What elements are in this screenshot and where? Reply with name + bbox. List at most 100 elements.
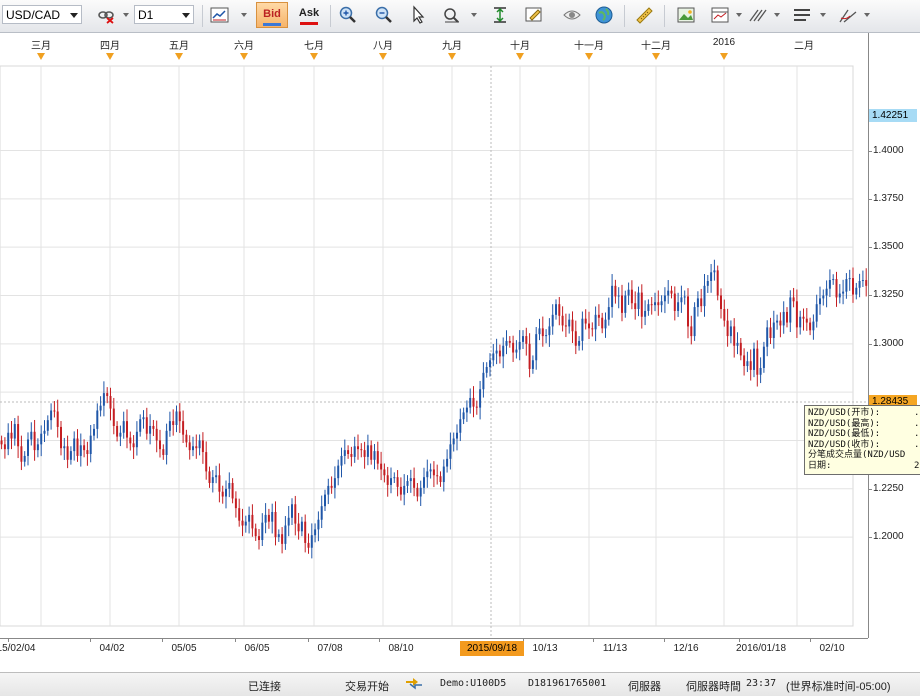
candle-body (611, 285, 614, 308)
candle-body (79, 445, 82, 456)
lines-dropdown-arrow[interactable] (820, 13, 826, 17)
drawing-dropdown-arrow[interactable] (774, 13, 780, 17)
event-marker-icon[interactable] (175, 53, 183, 60)
event-marker-icon[interactable] (516, 53, 524, 60)
candle (861, 270, 864, 287)
candle-body (330, 485, 333, 488)
chart-type-icon[interactable] (208, 3, 232, 27)
tooltip-label: NZD/USD(最高): (808, 418, 881, 429)
candle (515, 340, 518, 359)
candle-body (201, 440, 204, 453)
event-marker-icon[interactable] (585, 53, 593, 60)
link-dropdown-arrow[interactable] (123, 13, 129, 17)
candle-body (561, 315, 564, 326)
candle-body (789, 297, 792, 323)
candle (502, 337, 505, 369)
indicator-dropdown-arrow[interactable] (864, 13, 870, 17)
candle-body (426, 471, 429, 478)
tooltip-row: 分笔成交点量(NZD/USD (808, 450, 920, 461)
timeframe-select[interactable]: D1 (134, 5, 194, 24)
candle-body (366, 445, 369, 457)
candle-body (238, 508, 241, 521)
chevron-down-icon[interactable] (182, 13, 190, 18)
link-chart-icon[interactable] (94, 3, 118, 27)
candle-body (244, 521, 247, 526)
zoom-in-icon[interactable] (336, 3, 360, 27)
candle-body (43, 430, 46, 434)
drawing-tools-icon[interactable] (746, 3, 770, 27)
candle (27, 432, 29, 466)
edit-chart-icon[interactable] (522, 3, 546, 27)
candle (380, 451, 383, 481)
event-marker-icon[interactable] (652, 53, 660, 60)
candle-body (828, 280, 831, 289)
crosshair-zoom-icon[interactable] (440, 3, 464, 27)
crosshair-dropdown-arrow[interactable] (471, 13, 477, 17)
candle-body (403, 485, 406, 495)
candle (690, 315, 693, 345)
chevron-down-icon[interactable] (70, 13, 78, 18)
vertical-fit-icon[interactable] (488, 3, 512, 27)
candle-body (267, 514, 270, 522)
candle (241, 508, 244, 537)
candle (396, 470, 399, 497)
candle-body (46, 420, 49, 431)
candle (109, 387, 112, 421)
event-marker-icon[interactable] (106, 53, 114, 60)
candle (3, 437, 6, 459)
candle (360, 443, 363, 458)
candle (376, 441, 379, 470)
candle (159, 429, 161, 458)
globe-icon[interactable] (592, 3, 616, 27)
price-chart[interactable] (0, 33, 868, 638)
bid-button[interactable]: Bid (256, 2, 288, 28)
candle (842, 279, 845, 305)
candle-body (165, 430, 168, 455)
tooltip-label: 日期: (808, 460, 832, 471)
tooltip-label: NZD/USD(最低): (808, 429, 881, 439)
image-icon[interactable] (674, 3, 698, 27)
template-dropdown-arrow[interactable] (736, 13, 742, 17)
candle-body (475, 406, 478, 408)
month-label: 十二月 (641, 41, 671, 52)
candle (284, 516, 287, 550)
bid-label: Bid (263, 8, 281, 20)
event-marker-icon[interactable] (310, 53, 318, 60)
candle-body (106, 393, 109, 397)
event-marker-icon[interactable] (379, 53, 387, 60)
chart-type-dropdown-arrow[interactable] (241, 13, 247, 17)
candle-body (462, 412, 465, 420)
event-marker-icon[interactable] (240, 53, 248, 60)
lines-icon[interactable] (790, 3, 814, 27)
candle-body (465, 407, 468, 413)
candle-body (423, 477, 425, 488)
candle-body (436, 475, 439, 477)
eye-icon[interactable] (560, 3, 584, 27)
event-marker-icon[interactable] (448, 53, 456, 60)
candle (79, 433, 82, 467)
candle-body (380, 463, 383, 470)
candle-body (393, 477, 396, 479)
ask-button[interactable]: Ask (294, 2, 324, 28)
event-marker-icon[interactable] (720, 53, 728, 60)
candle-body (617, 295, 620, 297)
indicator-icon[interactable] (836, 3, 860, 27)
candle-body (795, 301, 798, 328)
candle (287, 505, 290, 537)
event-marker-icon[interactable] (37, 53, 45, 60)
zoom-out-icon[interactable] (372, 3, 396, 27)
symbol-select[interactable]: USD/CAD (2, 5, 82, 24)
candle-body (102, 393, 105, 406)
candle (482, 362, 485, 398)
cursor-icon[interactable] (406, 3, 430, 27)
candle-body (630, 289, 633, 304)
ruler-icon[interactable] (632, 3, 656, 27)
candle (215, 465, 218, 484)
template-icon[interactable] (708, 3, 732, 27)
candle (795, 289, 798, 339)
candle-body (485, 367, 488, 373)
candle (465, 400, 468, 422)
candle (7, 423, 10, 456)
tooltip-label: 分笔成交点量(NZD/USD (808, 450, 906, 460)
candle-body (66, 446, 69, 460)
